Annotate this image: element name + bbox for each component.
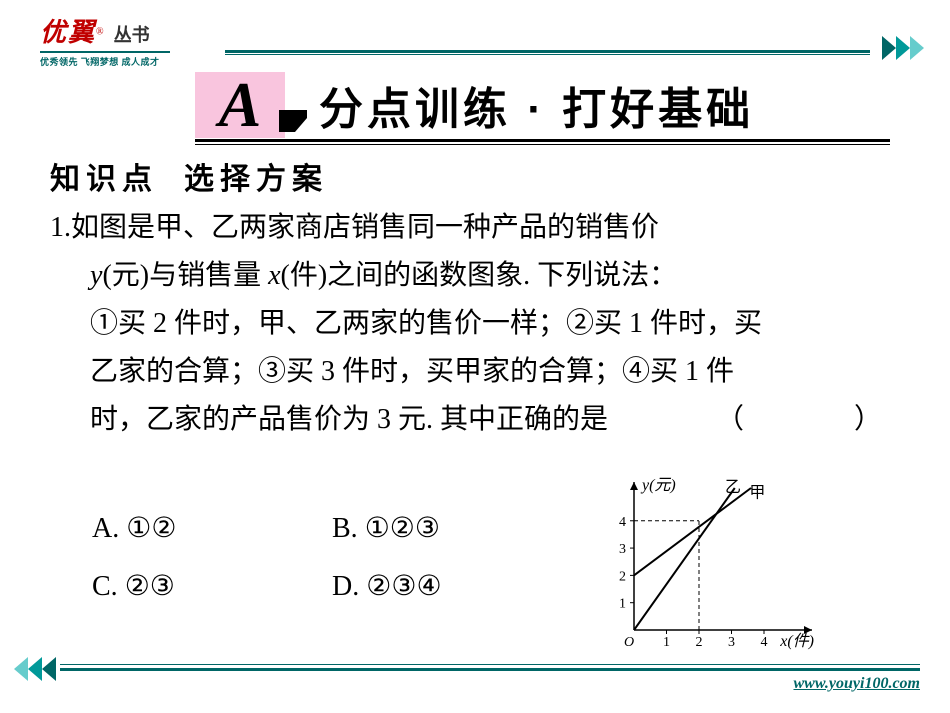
svg-text:甲: 甲 bbox=[749, 485, 765, 502]
question-number: 1. bbox=[50, 212, 71, 243]
brand-name: 优翼 bbox=[40, 18, 96, 47]
option-d: D. ②③④ bbox=[332, 558, 572, 616]
option-a: A. ①② bbox=[92, 500, 332, 558]
svg-text:1: 1 bbox=[663, 635, 670, 650]
option-b-text: ①②③ bbox=[365, 513, 440, 544]
chevrons-left-icon bbox=[8, 657, 56, 681]
title-letter: A bbox=[219, 68, 262, 142]
svg-text:2: 2 bbox=[696, 635, 703, 650]
option-c-text: ②③ bbox=[125, 571, 175, 602]
svg-text:y(元): y(元) bbox=[640, 477, 676, 494]
title-text: 分点训练 · 打好基础 bbox=[319, 73, 754, 137]
q-var-x: x bbox=[268, 260, 280, 291]
svg-text:乙: 乙 bbox=[725, 479, 741, 496]
q-var-y: y bbox=[90, 260, 102, 291]
brand-tag: 优秀领先 飞翔梦想 成人成才 bbox=[40, 55, 170, 68]
options: A. ①② B. ①②③ C. ②③ D. ②③④ bbox=[92, 500, 572, 616]
brand-logo: 优翼® 丛书 优秀领先 飞翔梦想 成人成才 bbox=[40, 12, 170, 68]
question-body: 1.如图是甲、乙两家商店销售同一种产品的销售价 y(元)与销售量 x(件)之间的… bbox=[50, 204, 900, 444]
chart-figure: 1 2 3 4 1 2 3 4 O 乙甲 y(元) x(件) bbox=[600, 476, 820, 656]
answer-blank: （ ） bbox=[716, 396, 900, 444]
header-rule bbox=[225, 50, 870, 53]
svg-text:2: 2 bbox=[619, 569, 626, 584]
chart-svg: 1 2 3 4 1 2 3 4 O 乙甲 y(元) x(件) bbox=[600, 476, 820, 656]
title-underline bbox=[195, 139, 890, 142]
section-right: 选择方案 bbox=[184, 163, 328, 196]
footer-rule bbox=[60, 668, 920, 671]
chevrons-right-icon bbox=[882, 36, 930, 60]
svg-text:4: 4 bbox=[619, 515, 626, 530]
page-header: 优翼® 丛书 优秀领先 飞翔梦想 成人成才 bbox=[40, 12, 930, 62]
title-band: A 分点训练 · 打好基础 bbox=[195, 70, 920, 140]
q-line3: ①买 2 件时，甲、乙两家的售价一样；②买 1 件时，买 bbox=[50, 300, 900, 348]
flag-icon bbox=[279, 110, 307, 132]
section-label: 知识点选择方案 bbox=[50, 154, 328, 198]
svg-text:1: 1 bbox=[619, 597, 626, 612]
title-letter-box: A bbox=[195, 72, 285, 138]
svg-text:4: 4 bbox=[761, 635, 768, 650]
svg-text:O: O bbox=[624, 635, 634, 650]
section-left: 知识点 bbox=[50, 163, 158, 196]
svg-text:x(件): x(件) bbox=[779, 632, 814, 650]
footer-url: www.youyi100.com bbox=[793, 675, 920, 693]
option-b: B. ①②③ bbox=[332, 500, 572, 558]
option-d-text: ②③④ bbox=[366, 571, 441, 602]
option-c: C. ②③ bbox=[92, 558, 332, 616]
q-line1: 如图是甲、乙两家商店销售同一种产品的销售价 bbox=[71, 212, 659, 243]
q-line2a: (元)与销售量 bbox=[102, 260, 268, 291]
q-line4: 乙家的合算；③买 3 件时，买甲家的合算；④买 1 件 bbox=[50, 348, 900, 396]
brand-underline bbox=[40, 51, 170, 53]
brand-reg: ® bbox=[96, 27, 104, 38]
q-line5: 时，乙家的产品售价为 3 元. 其中正确的是 bbox=[90, 404, 608, 435]
option-a-text: ①② bbox=[126, 513, 176, 544]
svg-text:3: 3 bbox=[728, 635, 735, 650]
svg-text:3: 3 bbox=[619, 542, 626, 557]
q-line2b: (件)之间的函数图象. 下列说法： bbox=[281, 260, 678, 291]
brand-series: 丛书 bbox=[114, 25, 150, 45]
